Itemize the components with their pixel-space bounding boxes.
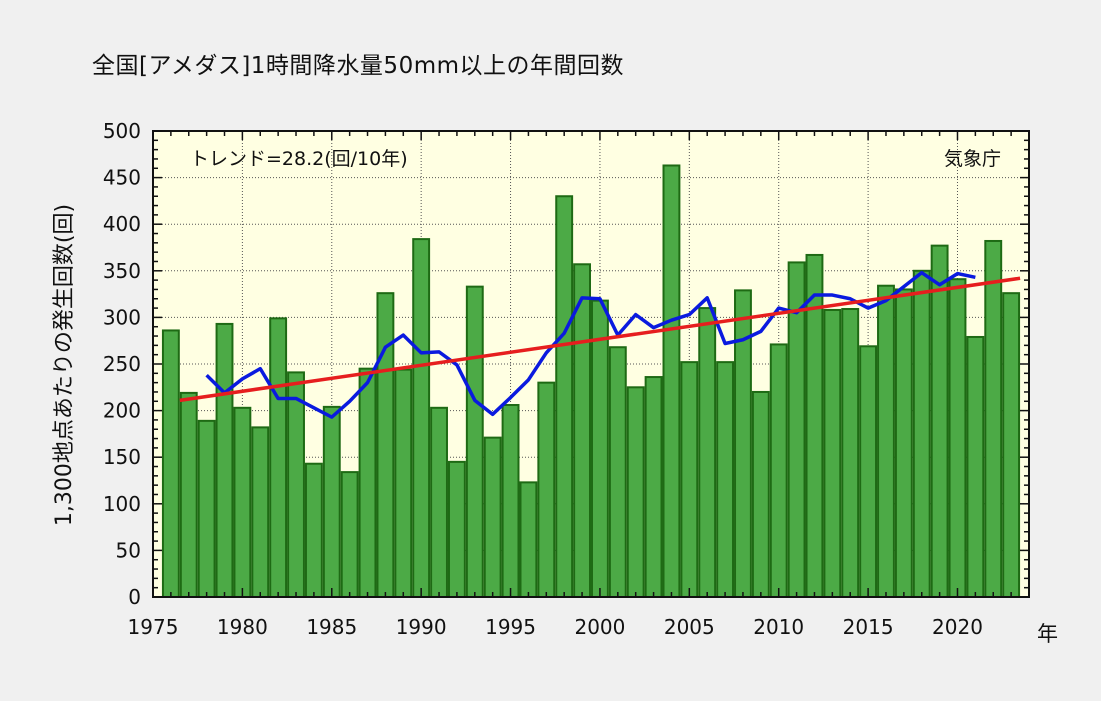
bar bbox=[680, 361, 699, 598]
bar bbox=[608, 346, 627, 598]
axis-ticks bbox=[152, 130, 1030, 598]
bar bbox=[322, 405, 341, 599]
bar bbox=[233, 406, 252, 598]
bar bbox=[877, 284, 895, 598]
bar bbox=[966, 335, 985, 598]
x-tick-label: 1995 bbox=[485, 615, 536, 639]
bar bbox=[591, 299, 609, 598]
y-tick-label: 0 bbox=[128, 585, 141, 609]
bar bbox=[894, 288, 913, 598]
bar bbox=[447, 460, 466, 598]
y-axis-label: 1,300地点あたりの発生回数(回) bbox=[52, 203, 77, 527]
bar bbox=[573, 263, 591, 598]
x-axis-unit-label: 年 bbox=[1037, 622, 1058, 646]
grid-lines bbox=[153, 131, 1029, 597]
y-tick-label: 250 bbox=[103, 352, 141, 376]
bar bbox=[215, 322, 234, 598]
bar bbox=[912, 269, 931, 598]
bar bbox=[698, 307, 717, 598]
bar bbox=[662, 164, 681, 598]
y-tick-label: 100 bbox=[103, 492, 141, 516]
bar bbox=[304, 462, 323, 598]
source-label: 気象庁 bbox=[944, 148, 1002, 170]
x-tick-label: 1985 bbox=[306, 615, 357, 639]
bar bbox=[269, 317, 288, 598]
bar bbox=[430, 406, 448, 598]
y-tick-label: 200 bbox=[103, 399, 141, 423]
x-tick-label: 1980 bbox=[217, 615, 268, 639]
x-tick-label: 2015 bbox=[843, 615, 894, 639]
bar bbox=[984, 239, 1003, 598]
y-tick-label: 150 bbox=[103, 445, 141, 469]
bar bbox=[287, 371, 305, 598]
bar bbox=[179, 391, 198, 598]
bar bbox=[483, 436, 502, 598]
trend-line bbox=[179, 276, 1021, 403]
bar bbox=[412, 238, 431, 598]
bar bbox=[626, 386, 645, 598]
trend-annotation: トレンド=28.2(回/10年) bbox=[190, 148, 408, 170]
bar bbox=[465, 285, 484, 598]
bar bbox=[644, 376, 663, 598]
bar bbox=[251, 426, 270, 598]
x-tick-label: 1975 bbox=[128, 615, 179, 639]
bar bbox=[358, 367, 377, 598]
bar bbox=[751, 390, 770, 598]
bar bbox=[1002, 292, 1021, 598]
x-tick-label: 2000 bbox=[574, 615, 625, 639]
bar bbox=[537, 381, 556, 599]
bar bbox=[519, 481, 538, 599]
y-tick-label: 350 bbox=[103, 259, 141, 283]
bar bbox=[340, 471, 359, 598]
y-tick-label: 400 bbox=[103, 212, 141, 236]
x-tick-label: 1990 bbox=[396, 615, 447, 639]
bar bbox=[948, 278, 967, 598]
moving-average-line bbox=[205, 270, 976, 419]
bar bbox=[716, 361, 735, 598]
bar bbox=[197, 419, 216, 598]
bar bbox=[394, 368, 413, 599]
bar bbox=[841, 308, 860, 598]
x-tick-label: 2020 bbox=[932, 615, 983, 639]
x-tick-label: 2010 bbox=[753, 615, 804, 639]
bar bbox=[859, 345, 878, 598]
x-tick-label: 2005 bbox=[664, 615, 715, 639]
y-tick-label: 50 bbox=[116, 538, 141, 562]
y-tick-label: 450 bbox=[103, 166, 141, 190]
y-tick-label: 500 bbox=[103, 119, 141, 143]
x-tick-labels: 1975 1980 1985 1990 1995 2000 2005 2010 2015 2020 bbox=[128, 615, 983, 639]
bar bbox=[501, 404, 520, 598]
chart-title: 全国[アメダス]1時間降水量50mm以上の年間回数 bbox=[92, 53, 625, 79]
y-tick-label: 300 bbox=[103, 305, 141, 329]
bar bbox=[930, 244, 949, 599]
bar bbox=[769, 343, 788, 599]
y-tick-labels: 0 50 100 150 200 250 300 350 400 450 500 bbox=[103, 119, 141, 609]
bar bbox=[376, 292, 395, 598]
bar bbox=[823, 308, 842, 598]
bar bbox=[161, 329, 180, 598]
bar bbox=[555, 195, 574, 599]
